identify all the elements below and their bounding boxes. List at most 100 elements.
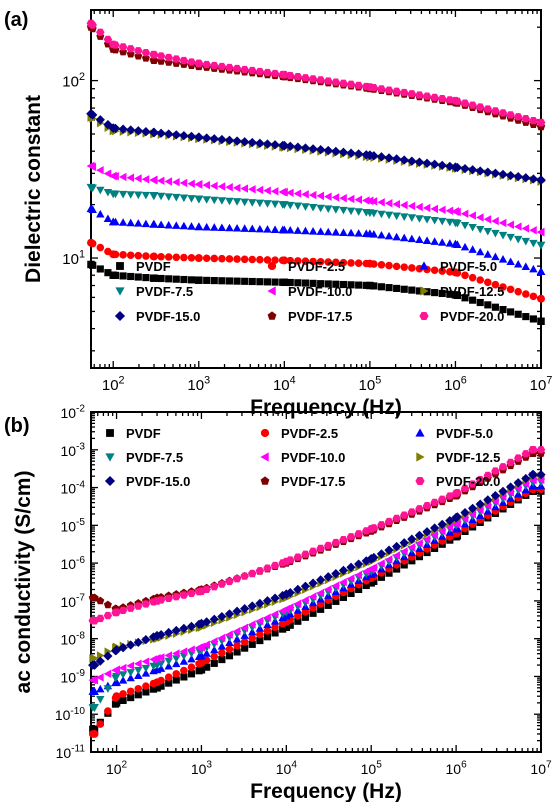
- data-point: [225, 255, 234, 263]
- data-point: [104, 707, 112, 715]
- data-point: [377, 210, 386, 219]
- data-point: [468, 165, 478, 175]
- data-point: [172, 221, 181, 229]
- data-point: [202, 222, 211, 231]
- data-point: [476, 247, 485, 256]
- data-point: [202, 60, 211, 69]
- data-point: [119, 272, 127, 280]
- data-point: [324, 601, 332, 609]
- data-point: [400, 233, 409, 242]
- legend-label: PVDF-10.0: [288, 284, 352, 299]
- data-point: [536, 175, 546, 185]
- data-point: [469, 296, 477, 304]
- data-point: [308, 190, 317, 200]
- data-point: [506, 220, 514, 229]
- data-point: [407, 234, 417, 243]
- data-point: [133, 126, 143, 136]
- data-point: [233, 641, 241, 650]
- data-point: [217, 134, 227, 145]
- x-axis-title: Frequency (Hz): [250, 396, 402, 419]
- data-point: [86, 19, 96, 28]
- data-point: [392, 514, 401, 522]
- data-point: [179, 591, 189, 599]
- data-point: [301, 74, 310, 82]
- data-point: [118, 172, 127, 182]
- data-point: [365, 83, 375, 91]
- data-point: [514, 113, 523, 121]
- data-point: [514, 259, 523, 268]
- data-point: [332, 258, 340, 267]
- data-point: [187, 670, 196, 678]
- data-point: [309, 257, 317, 266]
- legend-marker: [267, 311, 277, 320]
- x-tick-label: 105: [359, 374, 382, 394]
- data-point: [468, 480, 477, 488]
- data-point: [248, 634, 257, 643]
- data-point: [149, 50, 159, 59]
- data-point: [521, 173, 531, 183]
- data-point: [408, 264, 416, 272]
- data-point: [263, 564, 272, 572]
- data-point: [103, 685, 113, 693]
- data-point: [528, 445, 538, 454]
- legend-marker: [420, 286, 429, 296]
- data-point: [316, 191, 325, 201]
- data-point: [255, 567, 265, 575]
- data-point: [126, 669, 135, 677]
- data-point: [96, 684, 105, 693]
- data-point: [172, 593, 181, 601]
- data-point: [376, 152, 387, 162]
- data-point: [255, 185, 264, 195]
- data-point: [263, 256, 272, 264]
- data-point: [96, 265, 104, 273]
- legend-label: PVDF-7.5: [126, 450, 183, 465]
- data-point: [460, 484, 470, 492]
- data-point: [187, 276, 196, 284]
- data-point: [87, 238, 95, 247]
- data-point: [528, 174, 539, 184]
- data-point: [164, 177, 173, 186]
- data-point: [279, 225, 289, 234]
- data-point: [149, 175, 158, 185]
- x-tick-label: 106: [444, 374, 467, 394]
- data-point: [240, 604, 250, 614]
- data-point: [476, 276, 484, 284]
- y-tick-label: 10-7: [60, 593, 85, 610]
- data-point: [438, 526, 446, 536]
- data-point: [197, 651, 206, 660]
- data-point: [281, 557, 291, 566]
- data-point: [210, 254, 219, 263]
- data-point: [202, 133, 212, 143]
- legend-label: PVDF-12.5: [436, 450, 500, 465]
- data-point: [286, 188, 294, 197]
- legend-marker: [260, 428, 270, 438]
- data-point: [164, 673, 173, 681]
- data-point: [365, 229, 375, 238]
- data-point: [339, 193, 347, 203]
- chart-panel-a: 102 103 104 105 106 107 101 102 Frequency (Hz) Di…: [4, 9, 552, 419]
- y-tick-label: 10-11: [56, 744, 86, 761]
- data-point: [529, 315, 537, 323]
- data-point: [365, 150, 375, 160]
- data-point: [108, 123, 119, 133]
- data-point: [392, 199, 400, 209]
- data-point: [301, 595, 309, 605]
- data-point: [256, 278, 264, 286]
- data-point: [202, 640, 211, 649]
- legend-marker: [415, 477, 425, 485]
- data-point: [127, 694, 135, 702]
- y-axis-title: Dielectric constant: [22, 95, 45, 283]
- data-point: [90, 675, 99, 685]
- data-point: [293, 553, 303, 561]
- data-point: [255, 67, 265, 76]
- x-tick-label: 104: [276, 760, 298, 777]
- data-point: [187, 179, 195, 188]
- data-point: [400, 511, 409, 519]
- data-point: [271, 629, 279, 637]
- y-tick-label: 10-10: [55, 706, 86, 723]
- data-point: [491, 252, 500, 261]
- data-point: [210, 652, 219, 661]
- data-point: [392, 262, 401, 271]
- data-point: [490, 490, 501, 501]
- data-point: [506, 458, 515, 467]
